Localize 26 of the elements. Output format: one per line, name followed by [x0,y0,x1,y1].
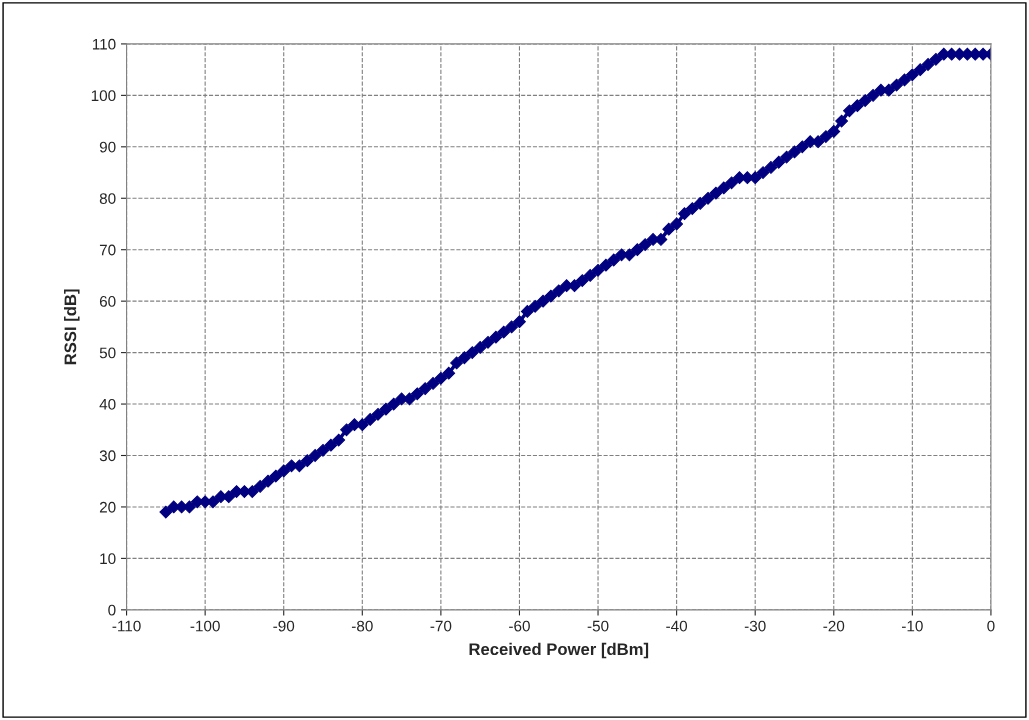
y-tick-label: 20 [99,501,116,513]
x-tick-label: -50 [587,620,609,632]
x-tick-label: 0 [987,620,995,632]
y-tick-label: 30 [99,450,116,462]
y-tick-label: 10 [100,553,116,565]
y-tick-label: 0 [108,604,116,616]
x-tick-label: -40 [666,620,688,632]
x-tick-label: -100 [190,620,220,632]
y-tick-label: 80 [99,193,116,204]
y-tick-label: 90 [99,141,116,153]
y-tick-label: 70 [99,244,116,256]
y-tick-label: 50 [99,347,116,359]
x-tick-label: -110 [112,620,141,632]
x-tick-label: -90 [273,620,295,632]
x-axis-title: Received Power [dBm] [469,642,649,659]
x-tick-label: -60 [509,620,530,632]
x-tick-label: -80 [351,620,373,632]
y-tick-label: 60 [99,296,116,307]
y-tick-label: 100 [91,90,116,102]
y-axis-title: RSSI [dB] [64,289,80,365]
x-tick-label: -20 [823,620,845,632]
y-tick-label: 110 [92,38,116,50]
x-tick-label: -10 [901,620,923,632]
x-tick-label: -70 [430,620,452,632]
y-tick-label: 40 [99,398,116,410]
x-tick-label: -30 [744,620,766,632]
